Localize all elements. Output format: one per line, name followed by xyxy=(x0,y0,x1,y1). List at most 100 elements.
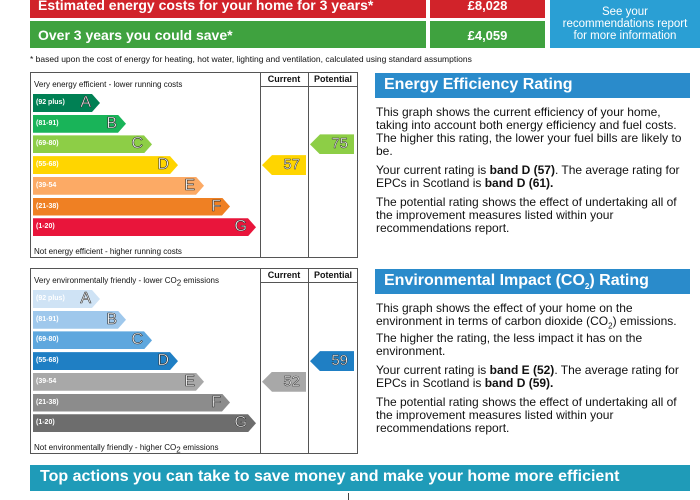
text-run: band D (59). xyxy=(484,376,554,391)
band-letter: C xyxy=(131,135,143,153)
band-letter: G xyxy=(234,414,247,432)
paragraph: Your current rating is band E (52). The … xyxy=(376,364,688,390)
top-label: Very energy efficient - lower running co… xyxy=(34,80,182,89)
potential-rating-arrow: 59 xyxy=(310,351,354,372)
text-run: 2 xyxy=(176,278,182,288)
text-run: This graph shows the current efficiency … xyxy=(376,105,682,158)
paragraph: The potential rating shows the effect of… xyxy=(376,196,688,235)
rating-band: (21-38) F xyxy=(33,198,230,216)
band-range: (39-54 xyxy=(36,181,57,189)
rating-band: (55-68) D xyxy=(33,352,178,370)
current-header: Current xyxy=(267,270,301,280)
band-range: (55-68) xyxy=(36,357,59,365)
band-range: (69-80) xyxy=(36,336,59,344)
rating-band: (21-38) F xyxy=(33,394,230,412)
band-range: (39-54 xyxy=(36,377,57,385)
band-letter: E xyxy=(184,372,195,390)
table-divider xyxy=(348,493,349,500)
footnote: * based upon the cost of energy for heat… xyxy=(30,54,472,64)
rating-band: (81-91) B xyxy=(33,115,126,133)
text-run: The potential rating shows the effect of… xyxy=(376,195,677,235)
band-letter: A xyxy=(80,290,91,307)
band-range: (21-38) xyxy=(36,398,59,406)
rating-band: (92 plus) A xyxy=(33,94,100,112)
current-rating-arrow: 57 xyxy=(262,155,306,176)
column-line xyxy=(260,268,261,454)
band-range: (81-91) xyxy=(36,315,59,323)
top-label: Very environmentally friendly - lower CO… xyxy=(34,276,219,288)
band-range: (21-38) xyxy=(36,202,59,210)
cost-row: Over 3 years you could save* xyxy=(30,21,426,48)
text-run: Energy Efficiency Rating xyxy=(384,76,573,93)
rating-band: (69-80) C xyxy=(33,135,152,153)
band-letter: A xyxy=(80,94,91,111)
band-range: (69-80) xyxy=(36,140,59,148)
band-range: (92 plus) xyxy=(36,99,65,106)
actions-banner: Top actions you can take to save money a… xyxy=(30,465,690,491)
rating-band: (1-20) G xyxy=(33,414,256,432)
potential-header: Potential xyxy=(313,74,352,84)
text-run: ) Rating xyxy=(589,272,649,289)
band-letter: B xyxy=(106,114,117,132)
rating-band: (55-68) D xyxy=(33,156,178,174)
bottom-label: Not environmentally friendly - higher CO… xyxy=(34,443,219,455)
text-run: Not environmentally friendly - higher CO xyxy=(34,443,177,452)
text-run: The potential rating shows the effect of… xyxy=(376,395,677,436)
text-run: . The average rating for EPCs in Scotlan… xyxy=(376,163,680,190)
paragraph: This graph shows the effect of your home… xyxy=(376,302,688,358)
band-letter: F xyxy=(211,393,221,411)
paragraph: The potential rating shows the effect of… xyxy=(376,396,688,435)
text-run: band D (61). xyxy=(484,176,554,190)
rating-band: (39-54 E xyxy=(33,373,204,391)
band-letter: C xyxy=(131,331,143,349)
text-run: Not energy efficient - higher running co… xyxy=(34,247,182,256)
rating-band: (69-80) C xyxy=(33,331,152,349)
text-run: emissions xyxy=(181,276,219,285)
band-letter: F xyxy=(211,197,221,215)
recommendations-note: See your recommendations report for more… xyxy=(550,0,700,48)
section-title: Environmental Impact (CO2) Rating xyxy=(375,269,690,294)
rating-band: (81-91) B xyxy=(33,311,126,329)
section-title: Energy Efficiency Rating xyxy=(375,73,690,98)
bottom-label: Not energy efficient - higher running co… xyxy=(34,247,182,256)
potential-rating-arrow: 75 xyxy=(310,134,354,155)
band-range: (81-91) xyxy=(36,119,59,127)
text-run: band D (57) xyxy=(489,163,555,177)
column-line xyxy=(308,268,309,454)
band-letter: D xyxy=(157,352,169,370)
text-run: band E (52) xyxy=(489,363,555,378)
band-range: (92 plus) xyxy=(36,295,65,302)
band-range: (1-20) xyxy=(36,223,55,231)
text-run: This graph shows the effect of your home… xyxy=(376,301,633,328)
header-line xyxy=(260,282,358,283)
rating-band: (1-20) G xyxy=(33,218,256,236)
cost-row: Estimated energy costs for your home for… xyxy=(30,0,426,18)
text-run: Environmental Impact (CO xyxy=(384,272,585,289)
chart-frame xyxy=(30,268,358,454)
column-line xyxy=(308,72,309,258)
current-rating-arrow: 52 xyxy=(262,371,306,392)
band-letter: B xyxy=(106,310,117,328)
current-header: Current xyxy=(267,74,301,84)
text-run: emissions xyxy=(180,443,219,452)
text-run: 2 xyxy=(608,321,613,331)
text-run: 2 xyxy=(584,282,590,292)
band-range: (55-68) xyxy=(36,161,59,169)
text-run: Very environmentally friendly - lower CO xyxy=(34,276,177,285)
text-run: Your current rating is xyxy=(376,163,490,177)
band-range: (1-20) xyxy=(36,419,55,427)
cost-value: £8,028 xyxy=(430,0,545,18)
rating-band: (92 plus) A xyxy=(33,290,100,308)
band-letter: D xyxy=(157,156,169,174)
description: This graph shows the current efficiency … xyxy=(376,106,688,241)
potential-header: Potential xyxy=(313,270,352,280)
text-run: . The average rating for EPCs in Scotlan… xyxy=(376,363,679,391)
paragraph: Your current rating is band D (57). The … xyxy=(376,164,688,190)
text-run: Very energy efficient - lower running co… xyxy=(34,80,183,89)
column-line xyxy=(260,72,261,258)
cost-value: £4,059 xyxy=(430,21,545,48)
paragraph: This graph shows the current efficiency … xyxy=(376,106,688,158)
description: This graph shows the effect of your home… xyxy=(376,302,688,441)
rating-band: (39-54 E xyxy=(33,177,204,195)
